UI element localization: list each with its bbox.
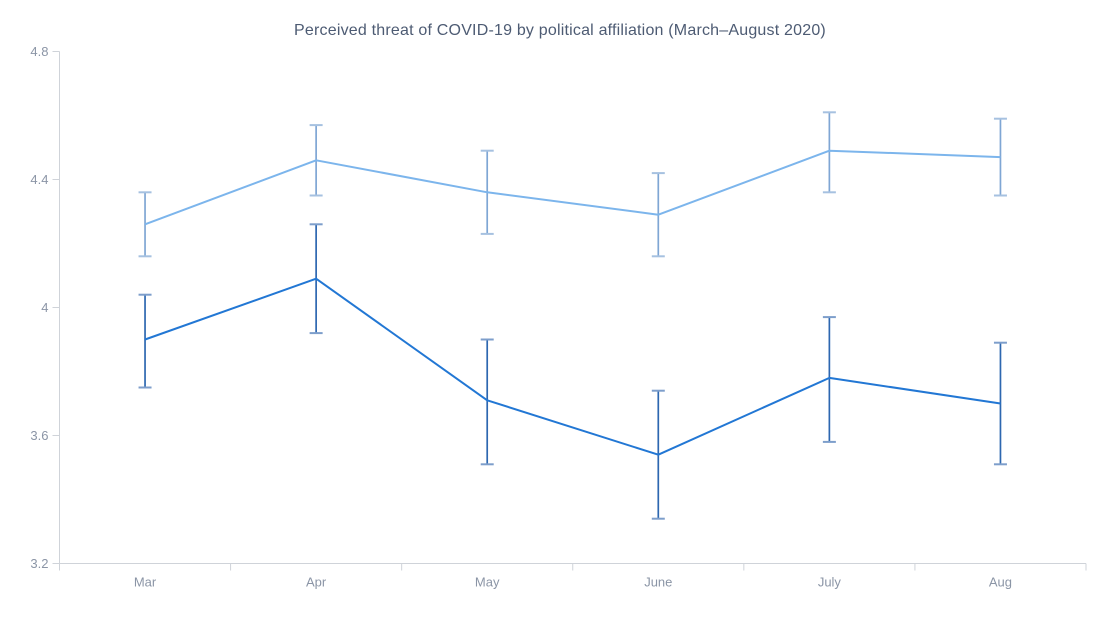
x-tick-label: June [644,575,672,590]
x-tick-label: May [475,575,500,590]
x-tick-label: July [818,575,842,590]
y-tick-label: 3.2 [30,556,48,571]
series-line-lower-series-dark-blue [144,277,1001,456]
x-tick-label: Apr [306,575,327,590]
x-tick-label: Mar [134,575,157,590]
chart-title: Perceived threat of COVID-19 by politica… [294,22,826,39]
x-tick-label: Aug [989,575,1012,590]
y-tick-label: 4 [41,300,48,315]
y-tick-label: 4.4 [30,172,48,187]
series-line-upper-series-light-blue [144,149,1001,226]
y-tick-label: 4.8 [30,44,48,59]
y-tick-label: 3.6 [30,428,48,443]
